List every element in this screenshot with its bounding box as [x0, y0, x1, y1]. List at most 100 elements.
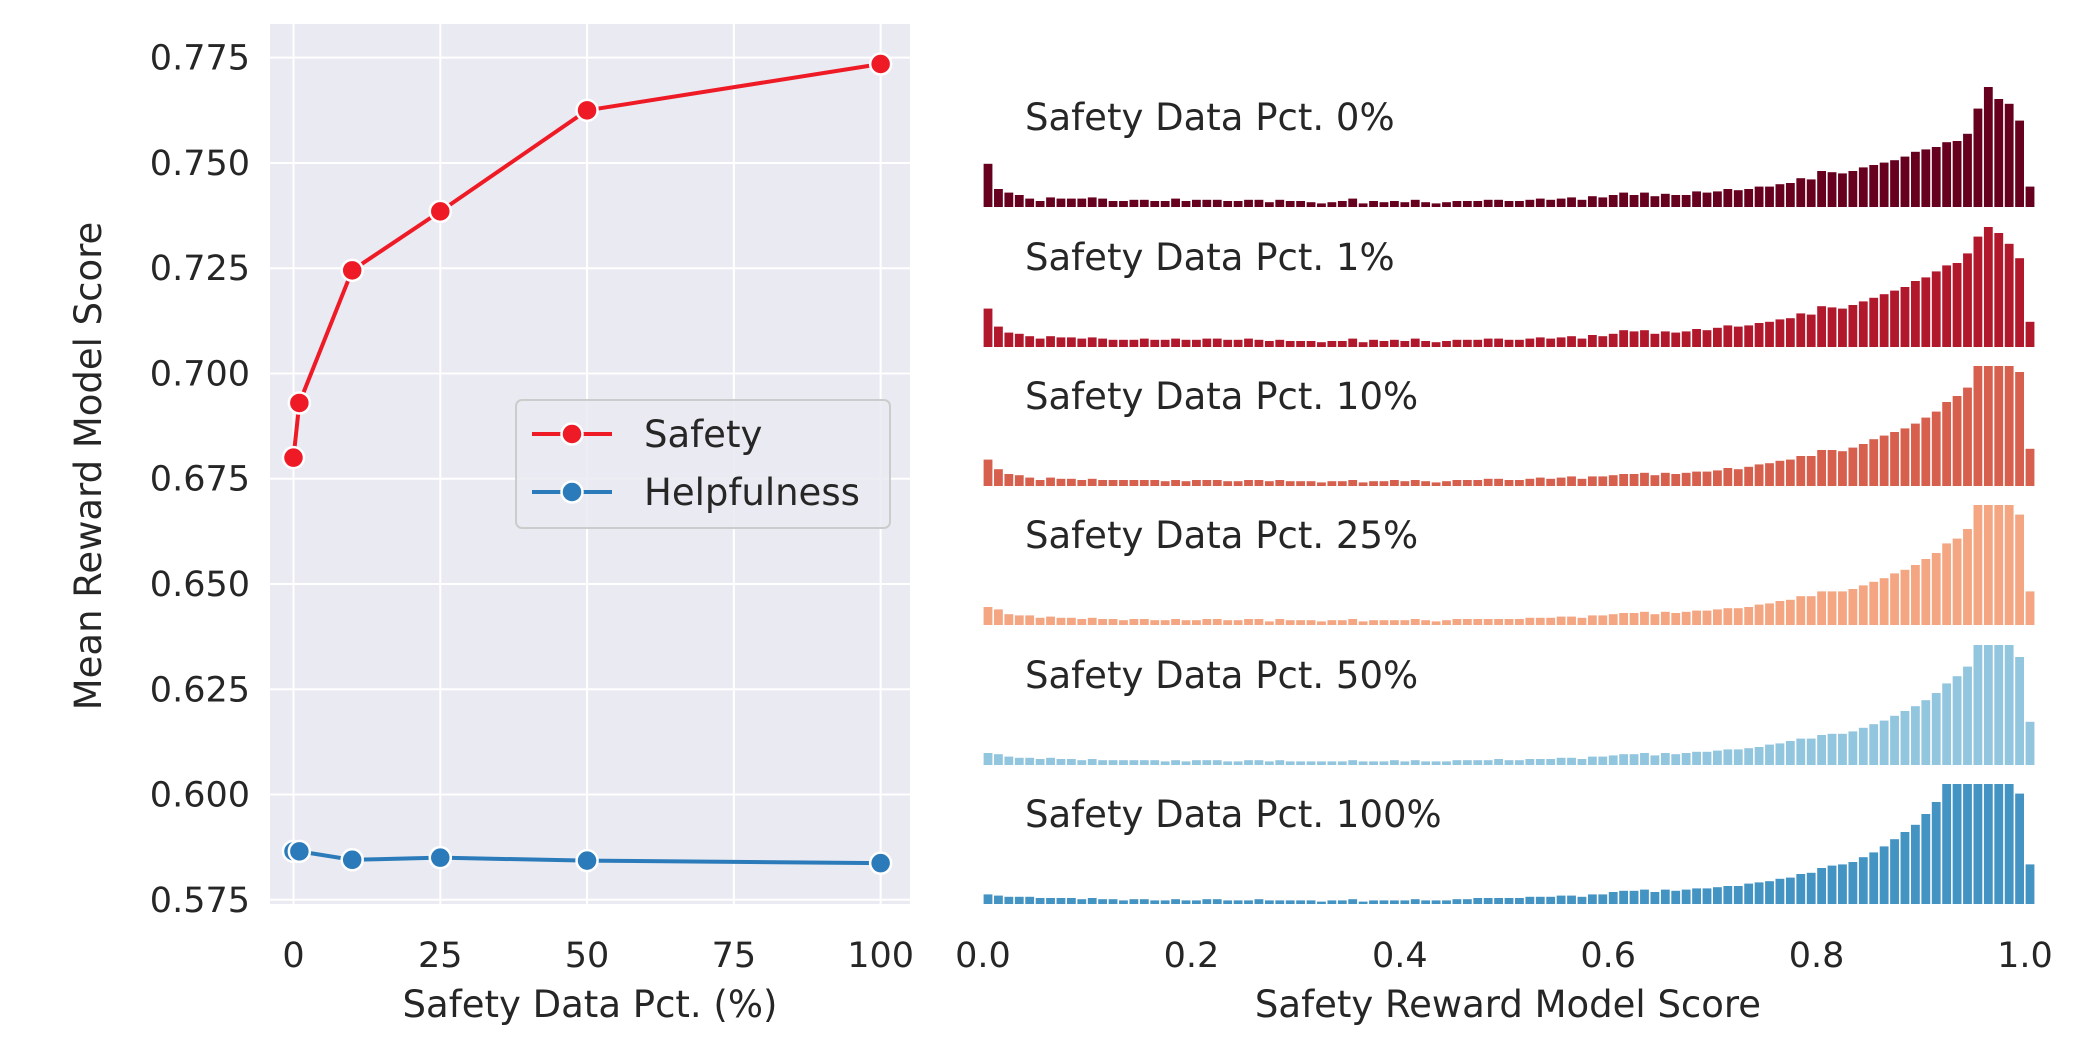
histogram-bar [1817, 735, 1827, 765]
data-point-safety [428, 199, 453, 224]
data-point-helpfulness [428, 845, 453, 870]
histogram-x-ticks: 0.0 0.2 0.4 0.6 0.8 1.0 [955, 936, 2053, 976]
histogram-bar [1014, 615, 1024, 625]
histogram-bar [1838, 864, 1847, 904]
histogram-bar [1629, 474, 1639, 486]
histogram-bar [1671, 890, 1681, 904]
histogram-bar [1410, 760, 1420, 765]
histogram-bar [1994, 233, 2004, 347]
histogram-bar [1421, 481, 1431, 486]
histogram-bar [1577, 199, 1587, 207]
histogram-bar [1660, 753, 1670, 765]
histogram-bar [1785, 741, 1795, 765]
histogram-bar [1306, 620, 1316, 625]
histogram-bar [2015, 372, 2024, 486]
histogram-bar [1410, 480, 1420, 486]
histogram-bar [1879, 435, 1889, 486]
histogram-bar [1348, 198, 1358, 207]
histogram-bar [1535, 477, 1545, 486]
histogram-bar [1337, 900, 1347, 904]
histogram-bar [1973, 505, 1983, 625]
histogram-bar [1900, 287, 1910, 347]
histogram-bar [1775, 878, 1785, 904]
histogram-title-3: Safety Data Pct. 25% [1025, 514, 1418, 557]
y-tick-label: 0.700 [150, 354, 250, 394]
histogram-bar [1160, 339, 1170, 347]
histogram-bar [1910, 151, 1920, 207]
histogram-bar [1817, 450, 1827, 486]
histogram-bar [1150, 620, 1160, 625]
histogram-bar [1744, 883, 1754, 904]
histogram-bar [1963, 387, 1972, 486]
histogram-bar [1223, 761, 1233, 765]
histogram-bar [1483, 478, 1493, 486]
histogram-bar [1066, 617, 1076, 625]
histogram-bar [1587, 756, 1597, 765]
histogram-bar [1202, 760, 1212, 765]
histogram-x-tick-label: 0.8 [1789, 936, 1845, 976]
histogram-bar [1692, 888, 1701, 904]
histogram-bar [1212, 480, 1222, 486]
histogram-bar [1921, 277, 1931, 347]
histogram-bar [1181, 761, 1191, 765]
histogram-bar [1942, 784, 1952, 904]
histogram-bar [1817, 868, 1827, 904]
histogram-bar [1264, 621, 1274, 625]
histogram-bar [1369, 761, 1378, 765]
histogram-bar [1389, 760, 1399, 765]
histogram-bar [1525, 478, 1535, 486]
histogram-bar [1546, 338, 1556, 347]
histogram-bar [1327, 202, 1337, 207]
histogram-bar [1296, 481, 1306, 486]
histogram-bar [1796, 178, 1806, 207]
histogram-bar [1994, 784, 2004, 904]
histogram-bar [1192, 199, 1201, 207]
histogram-bar [1192, 760, 1201, 765]
histogram-bar [1358, 203, 1368, 207]
histogram-bar [1004, 614, 1014, 625]
y-tick-label: 0.750 [150, 144, 250, 184]
histogram-bar [1765, 881, 1774, 904]
histogram-bar [1431, 621, 1441, 625]
histogram-bar [1098, 480, 1108, 486]
histogram-bar [1077, 899, 1087, 904]
histogram-bar [1577, 896, 1587, 904]
histogram-bar [1264, 341, 1274, 347]
histogram-bar [983, 459, 993, 486]
histogram-bar [1681, 472, 1691, 486]
histogram-bar [1963, 253, 1972, 347]
histogram-bar [1785, 318, 1795, 347]
histogram-bar [1931, 553, 1941, 625]
histogram-bar [2025, 321, 2035, 347]
histogram-bar [1087, 337, 1097, 347]
histogram-bar [1806, 596, 1816, 625]
histogram-bar [2004, 505, 2014, 625]
histogram-bar [1713, 470, 1722, 486]
histogram-bar [1098, 338, 1108, 347]
histogram-bar [1587, 476, 1597, 486]
histogram-bar [1171, 899, 1180, 904]
histogram-bar [1317, 482, 1326, 486]
histogram-bar [1838, 308, 1847, 347]
histogram-bar [1952, 784, 1962, 904]
histogram-bar [1264, 900, 1274, 904]
histogram-bar [1546, 199, 1556, 207]
histogram-bar [1827, 450, 1837, 486]
histogram-bar [1931, 693, 1941, 765]
line-chart-legend: Safety Helpfulness [515, 399, 891, 529]
histogram-bar [1119, 339, 1128, 347]
histogram-bar [1358, 901, 1368, 904]
histogram-bar [1556, 757, 1566, 765]
x-tick-label: 0 [282, 936, 304, 976]
histogram-bar [1400, 900, 1410, 904]
histogram-bar [1150, 760, 1160, 765]
histogram-bar [1619, 613, 1629, 625]
histogram-bar [1910, 565, 1920, 625]
histogram-bar [1827, 591, 1837, 625]
histogram-bar [1129, 480, 1139, 486]
histogram-bar [1483, 199, 1493, 207]
data-point-safety [575, 98, 599, 123]
histogram-bar [1348, 760, 1358, 765]
histogram-bar [1192, 620, 1201, 625]
histogram-bar [1785, 183, 1795, 207]
